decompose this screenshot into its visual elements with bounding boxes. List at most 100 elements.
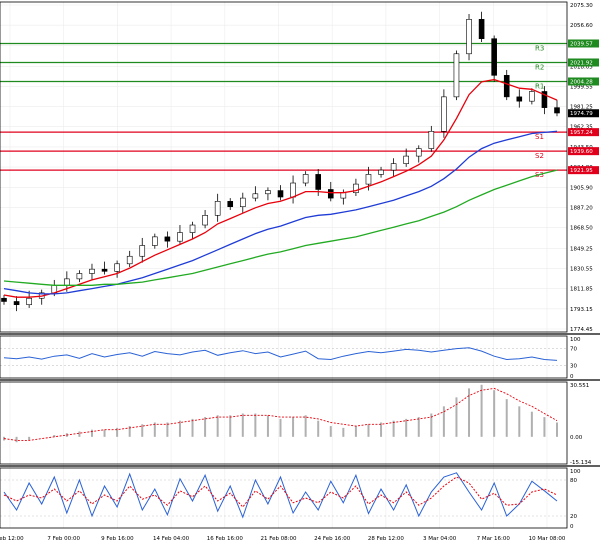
candle-body	[415, 148, 422, 157]
level-value-r2: 2021.92	[570, 60, 593, 66]
osc3-main-line	[3, 472, 558, 519]
candle-body	[101, 268, 108, 272]
candle-body	[126, 255, 133, 265]
candle-body	[529, 91, 535, 102]
osc3-tick-label: 100	[570, 469, 581, 475]
candle-body	[378, 169, 384, 175]
level-tag-r2	[568, 58, 599, 67]
candle-body	[64, 278, 70, 286]
x-tick-label: 3 Mar 04:00	[423, 536, 457, 542]
level-tag-s1	[568, 128, 599, 137]
osc3-tick-label: 80	[570, 478, 577, 484]
candle-body	[152, 236, 158, 246]
candle-body	[441, 96, 447, 132]
x-tick-label: 7 Mar 16:00	[477, 536, 511, 542]
current-price-tag	[568, 109, 599, 118]
osc2-tick-label: 30.551	[570, 383, 589, 389]
osc3-signal-line	[3, 476, 558, 508]
current-price-value: 1974.79	[570, 111, 593, 117]
osc2-tick-label: 0.00	[570, 435, 583, 441]
candle-body	[491, 38, 497, 76]
price-tick-label: 1811.85	[570, 287, 593, 293]
candle-body	[89, 268, 95, 274]
panel-frame-4	[0, 467, 568, 529]
candle-body	[453, 53, 460, 98]
level-value-r3: 2039.57	[570, 41, 593, 47]
x-tick-label: 10 Mar 08:00	[529, 536, 566, 542]
candle-body	[239, 197, 246, 208]
candle-body	[214, 201, 221, 216]
x-tick-label: 9 Feb 16:00	[101, 536, 134, 542]
x-tick-label: 14 Feb 04:00	[153, 536, 190, 542]
oscillator-3-panel	[0, 472, 567, 519]
candle-body	[315, 174, 322, 190]
price-tick-label: 2056.60	[570, 23, 593, 29]
candle-body	[164, 236, 171, 242]
oscillator-1-panel	[0, 347, 567, 366]
level-name-r1: R1	[535, 82, 544, 90]
candle-body	[277, 190, 284, 198]
candle-body	[428, 131, 435, 149]
candle-body	[13, 301, 20, 306]
candle-body	[202, 215, 208, 226]
level-name-s2: S2	[535, 152, 544, 160]
candle-body	[403, 155, 409, 164]
price-tick-label: 1981.25	[570, 104, 593, 110]
price-tick-label: 1793.15	[570, 307, 593, 313]
x-tick-label: 24 Feb 16:00	[314, 536, 351, 542]
candle-body	[541, 91, 548, 108]
price-tick-label: 1849.25	[570, 246, 593, 252]
candle-body	[327, 189, 334, 199]
x-tick-label: 7 Feb 00:00	[47, 536, 80, 542]
level-value-s1: 1957.24	[570, 130, 593, 136]
candle-body	[516, 96, 523, 102]
candle-body	[554, 107, 560, 114]
osc1-tick-label: 70	[570, 347, 577, 353]
moving-average-mid	[3, 130, 558, 295]
price-tick-label: 1830.55	[570, 267, 593, 273]
candle-body	[390, 163, 397, 171]
osc1-line	[3, 347, 558, 361]
candle-body	[503, 75, 510, 98]
panel-frame-1	[0, 1, 568, 333]
candle-body	[478, 19, 485, 40]
candle-body	[1, 297, 7, 302]
x-tick-label: 21 Feb 08:00	[260, 536, 297, 542]
level-tag-r1	[568, 77, 599, 86]
panel-frame-3	[0, 381, 568, 465]
osc2-signal-line	[3, 387, 558, 441]
candle-body	[177, 232, 183, 242]
candle-body	[114, 263, 120, 272]
level-tag-r3	[568, 39, 599, 48]
level-value-r1: 2004.28	[570, 79, 593, 85]
price-tick-label: 1905.90	[570, 185, 593, 191]
candle-body	[340, 192, 347, 199]
price-tick-label: 2018.05	[570, 65, 593, 71]
osc1-tick-label: 0	[570, 374, 574, 380]
level-tag-s3	[568, 166, 599, 175]
candle-body	[26, 297, 32, 306]
level-name-s1: S1	[535, 133, 544, 141]
moving-average-fast	[3, 78, 558, 298]
osc3-tick-label: 20	[570, 514, 577, 520]
osc2-tick-label: -15.134	[570, 460, 592, 466]
price-tick-label: 1962.35	[570, 125, 593, 131]
candle-body	[265, 190, 271, 195]
price-tick-label: 1774.45	[570, 327, 593, 333]
level-value-s2: 1939.60	[570, 149, 593, 155]
x-tick-label: 28 Feb 12:00	[368, 536, 405, 542]
osc1-tick-label: 100	[570, 337, 581, 343]
x-tick-label: Feb 12:00	[0, 536, 24, 542]
osc3-tick-label: 0	[570, 524, 574, 530]
level-name-r3: R3	[535, 44, 544, 52]
x-tick-label: 16 Feb 16:00	[207, 536, 244, 542]
candle-body	[76, 273, 83, 280]
candle-body	[139, 245, 146, 257]
moving-average-slow	[3, 169, 558, 286]
candle-body	[189, 224, 196, 233]
price-tick-label: 1887.20	[570, 206, 593, 212]
